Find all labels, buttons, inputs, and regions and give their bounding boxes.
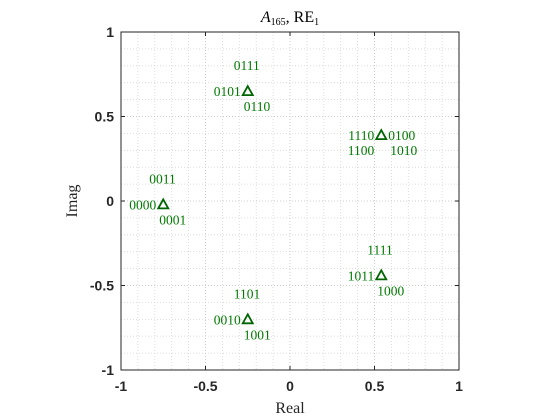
x-tick-label: -1 — [115, 378, 128, 394]
point-label: 1100 — [348, 143, 375, 158]
point-label: 0001 — [159, 212, 186, 227]
point-label: 0101 — [214, 84, 241, 99]
point-label: 1101 — [234, 286, 261, 301]
point-label: 1011 — [348, 268, 375, 283]
x-tick-label: 1 — [455, 378, 463, 394]
tick-marks — [120, 31, 460, 371]
point-label: 0111 — [234, 58, 260, 73]
point-label: 1010 — [390, 143, 417, 158]
point-label: 0010 — [214, 312, 241, 327]
triangle-marker — [374, 268, 388, 281]
title-rest: , RE — [286, 9, 314, 26]
point-label: 0100 — [388, 128, 415, 143]
point-label: 1111 — [367, 242, 393, 257]
y-tick-label: 1 — [106, 24, 114, 40]
x-tick-label: 0 — [286, 378, 294, 394]
y-tick-label: 0 — [106, 193, 114, 209]
chart-title: A165, RE1 — [260, 9, 319, 28]
point-label: 0000 — [129, 197, 156, 212]
title-subscript-2: 1 — [314, 17, 319, 28]
y-tick-label: -1 — [102, 362, 115, 378]
x-tick-labels: -1 -0.5 0 0.5 1 — [115, 378, 463, 394]
y-tick-label: 0.5 — [95, 109, 115, 125]
x-tick-label: 0.5 — [365, 378, 385, 394]
x-axis-label: Real — [275, 400, 305, 417]
point-label: 1001 — [244, 327, 271, 342]
triangle-marker — [374, 128, 388, 140]
title-italic: A — [260, 9, 271, 26]
triangle-marker — [156, 197, 170, 210]
y-tick-labels: -1 -0.5 0 0.5 1 — [90, 24, 114, 378]
point-label: 1000 — [377, 283, 404, 298]
triangle-marker — [241, 84, 255, 97]
y-tick-label: -0.5 — [90, 278, 114, 294]
constellation-point-1: 1110 0100 1100 1010 — [348, 128, 418, 158]
point-label: 0011 — [149, 171, 176, 186]
point-label: 0110 — [244, 99, 271, 114]
x-tick-label: -0.5 — [193, 378, 217, 394]
title-subscript: 165 — [271, 17, 286, 28]
triangle-marker — [241, 312, 255, 325]
point-label: 1110 — [348, 128, 374, 143]
y-axis-label: Imag — [64, 185, 81, 218]
